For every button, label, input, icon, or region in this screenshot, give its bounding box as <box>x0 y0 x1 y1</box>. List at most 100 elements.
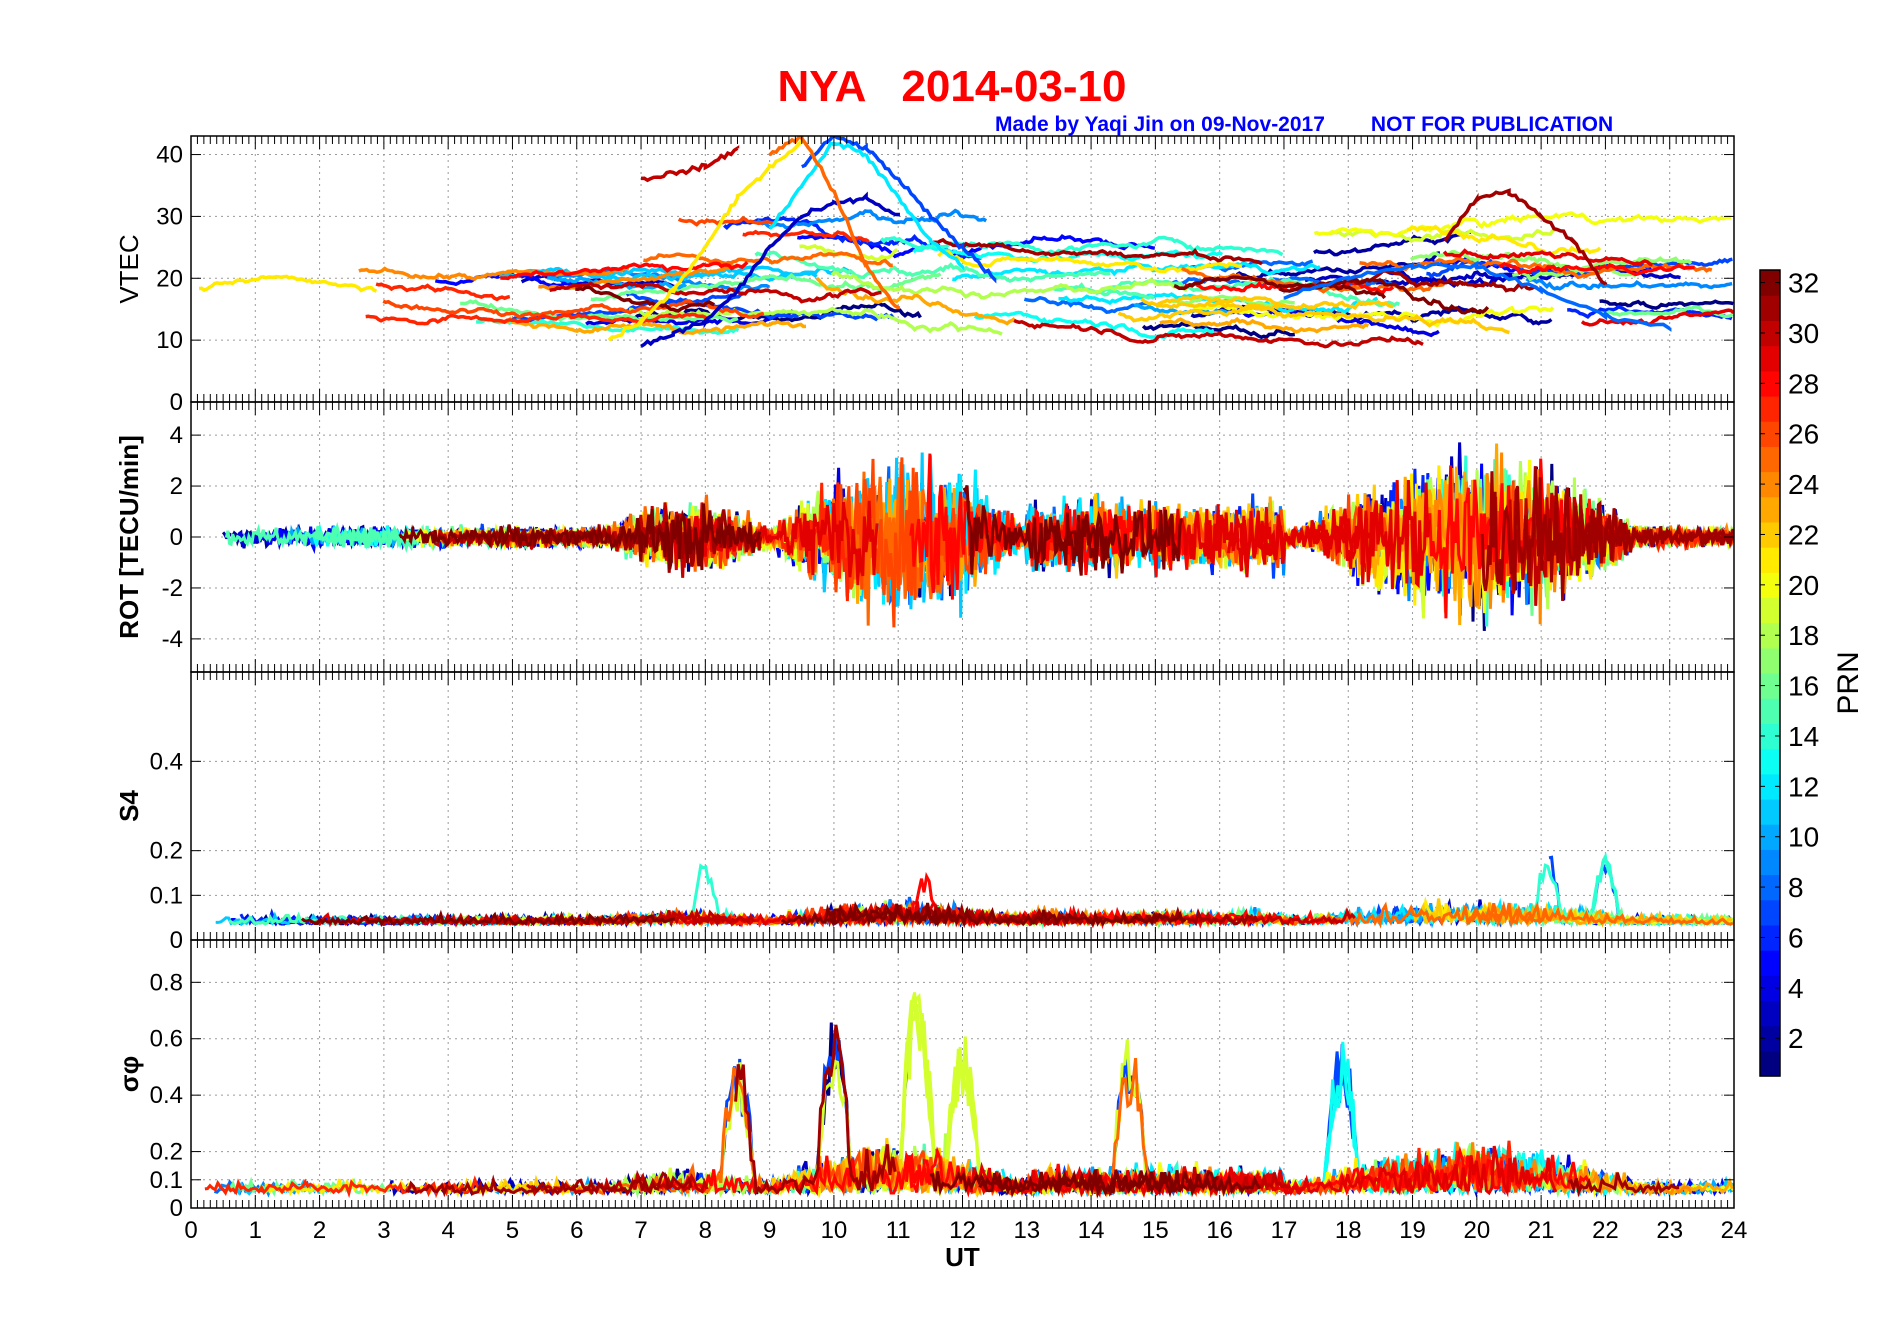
x-tick-label: 13 <box>1013 1217 1040 1244</box>
x-tick-label: 3 <box>377 1217 390 1244</box>
x-tick-label: 22 <box>1592 1217 1619 1244</box>
colorbar-cell <box>1760 421 1780 447</box>
colorbar-cell <box>1760 521 1780 548</box>
colorbar-cell <box>1760 773 1780 800</box>
y-tick-label: 10 <box>156 327 183 354</box>
vtec-trace <box>460 299 739 324</box>
y-axis-label: σφ <box>114 1056 144 1092</box>
vtec-trace <box>1409 250 1693 273</box>
credit-notice: NOT FOR PUBLICATION <box>1370 113 1614 136</box>
y-tick-label: 4 <box>170 422 183 449</box>
y-tick-label: 0.6 <box>150 1026 183 1053</box>
colorbar-tick-label: 16 <box>1788 671 1819 702</box>
y-tick-label: 0 <box>170 524 183 551</box>
colorbar-tick-label: 30 <box>1788 318 1819 349</box>
colorbar-cell <box>1760 496 1780 523</box>
colorbar-cell <box>1760 924 1780 951</box>
colorbar-tick-label: 22 <box>1788 519 1819 550</box>
colorbar-cell <box>1760 698 1780 724</box>
x-tick-label: 8 <box>699 1217 712 1244</box>
x-tick-label: 5 <box>506 1217 519 1244</box>
vtec-trace <box>830 270 1188 300</box>
vtec-trace <box>1192 303 1555 328</box>
vtec-trace <box>500 260 749 281</box>
colorbar-cell <box>1760 295 1780 321</box>
colorbar-cell <box>1760 345 1780 372</box>
rot-trace <box>660 500 879 586</box>
x-tick-label: 16 <box>1206 1217 1233 1244</box>
y-tick-label: 40 <box>156 142 183 169</box>
vtec-trace <box>365 312 710 326</box>
colorbar-frame <box>1759 269 1781 1077</box>
panel-traces-S4 <box>215 851 1734 930</box>
vtec-series <box>607 136 804 342</box>
x-tick-label: 24 <box>1721 1217 1748 1244</box>
x-axis-label: UT <box>945 1242 980 1272</box>
vtec-trace <box>1235 251 1441 281</box>
y-tick-label: 0.8 <box>150 969 183 996</box>
colorbar-cell <box>1760 320 1780 347</box>
vtec-trace <box>1599 299 1734 310</box>
vtec-trace <box>375 282 511 302</box>
x-tick-label: 10 <box>821 1217 848 1244</box>
x-tick-label: 14 <box>1078 1217 1105 1244</box>
y-axis-label: S4 <box>114 790 144 822</box>
x-tick-label: 12 <box>949 1217 976 1244</box>
colorbar-cell <box>1760 798 1780 825</box>
vtec-series <box>768 141 965 271</box>
colorbar-cell <box>1760 748 1780 775</box>
vtec-series <box>640 191 900 348</box>
vtec-trace <box>1058 292 1379 315</box>
y-tick-label: 0.4 <box>150 1082 183 1109</box>
y-tick-label: 20 <box>156 265 183 292</box>
vtec-trace <box>1278 282 1387 300</box>
colorbar-tick-label: 6 <box>1788 922 1804 953</box>
y-tick-label: 0.2 <box>150 1139 183 1166</box>
colorbar-tick-label: 32 <box>1788 268 1819 299</box>
x-tick-label: 21 <box>1528 1217 1555 1244</box>
colorbar-tick-label: 28 <box>1788 368 1819 399</box>
colorbar-cell <box>1760 950 1780 976</box>
y-tick-label: 0 <box>170 1195 183 1222</box>
sigma-trace <box>734 1024 897 1196</box>
colorbar-cell <box>1760 824 1780 850</box>
vtec-series <box>801 136 997 284</box>
y-axis-label: ROT [TECU/min] <box>114 435 144 639</box>
title-station: NYA <box>777 62 865 111</box>
vtec-trace <box>1348 269 1538 293</box>
colorbar-tick-label: 20 <box>1788 570 1819 601</box>
vtec-series <box>1283 260 1672 332</box>
colorbar-cell <box>1760 622 1780 649</box>
x-tick-label: 19 <box>1399 1217 1426 1244</box>
chart-title: NYA 2014-03-10 <box>0 62 1904 112</box>
colorbar-cell <box>1760 899 1780 926</box>
x-tick-label: 6 <box>570 1217 583 1244</box>
x-tick-label: 1 <box>249 1217 262 1244</box>
s4-trace <box>1466 902 1734 929</box>
sigma-trace <box>1567 1172 1680 1198</box>
vtec-trace <box>549 281 882 304</box>
colorbar-tick-label: 10 <box>1788 822 1819 853</box>
vtec-trace <box>1313 211 1731 239</box>
vtec-trace <box>547 276 688 291</box>
x-tick-label: 7 <box>634 1217 647 1244</box>
vtec-trace <box>973 310 1215 339</box>
credit-line: Made by Yaqi Jin on 09-Nov-2017 NOT FOR P… <box>995 113 1613 137</box>
s4-trace <box>826 901 955 928</box>
y-tick-label: -2 <box>162 575 183 602</box>
title-date: 2014-03-10 <box>901 62 1127 111</box>
sigma-trace <box>405 1171 693 1198</box>
vtec-trace <box>1159 316 1370 334</box>
colorbar-cell <box>1760 1025 1780 1052</box>
rot-trace <box>221 523 368 550</box>
vtec-trace <box>1023 295 1151 315</box>
x-tick-label: 2 <box>313 1217 326 1244</box>
colorbar-cell <box>1760 1050 1780 1077</box>
colorbar-cell <box>1760 849 1780 876</box>
vtec-series <box>768 136 900 310</box>
y-tick-label: -4 <box>162 626 183 653</box>
colorbar-tick-label: 14 <box>1788 721 1819 752</box>
rot-trace <box>962 484 1110 576</box>
